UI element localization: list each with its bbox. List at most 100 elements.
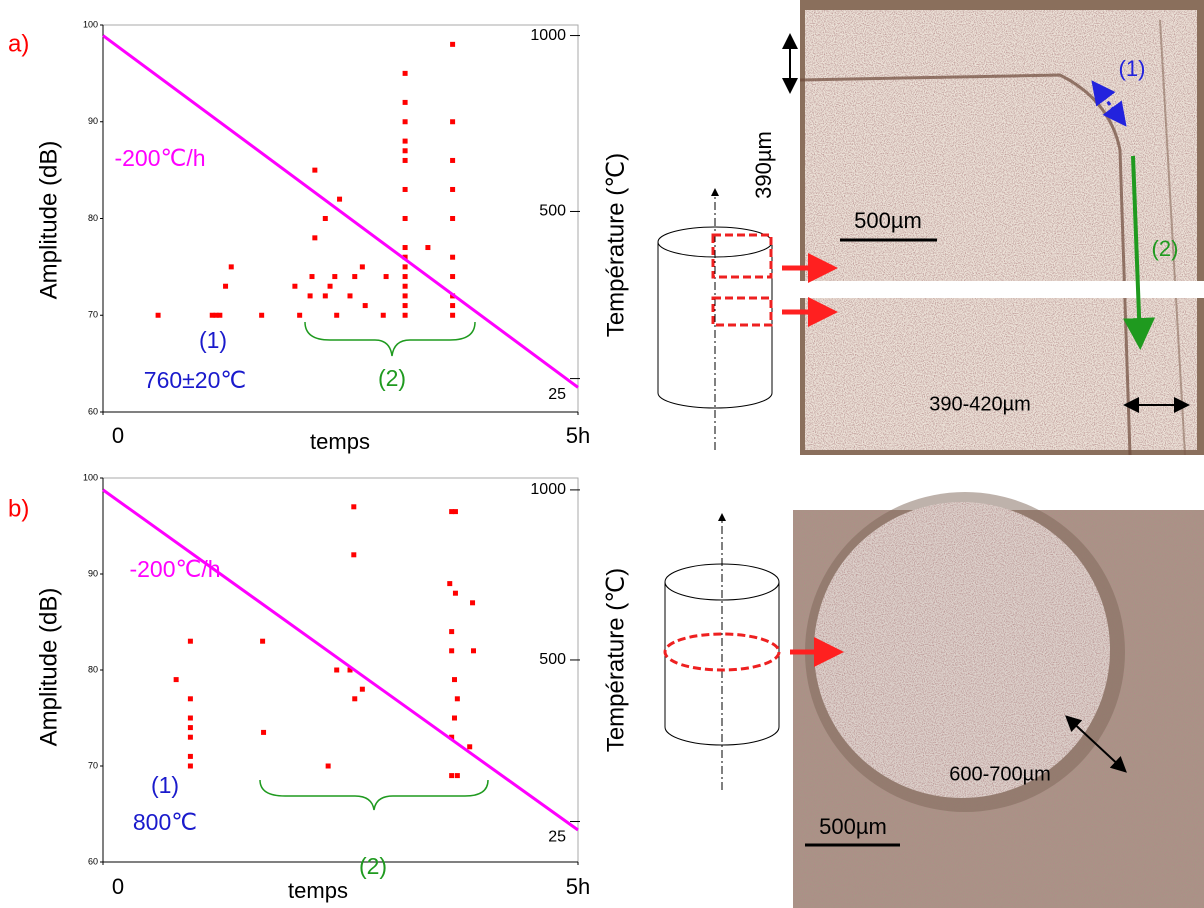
point [450,41,456,47]
image-label: 500µm [819,814,887,839]
y2-tick-label: 25 [548,829,566,846]
point [402,312,408,318]
point [402,283,408,289]
annotation: 800℃ [133,809,197,835]
point [402,138,408,144]
y2-tick-label: 1000 [530,481,566,498]
point [187,725,193,731]
y-tick-label: 70 [88,310,98,320]
x-tick-label: 0 [112,423,124,448]
point [471,648,476,654]
point [449,648,455,654]
point [187,696,193,702]
temperature-line [102,488,579,832]
y-tick-label: 70 [88,760,98,770]
point [402,99,408,105]
point [452,509,458,515]
point [450,274,456,280]
point [322,216,328,221]
point [359,686,365,692]
point [450,216,456,221]
micrograph-b [793,492,1204,908]
annotation: (1) [151,772,179,798]
point [454,696,460,702]
point [449,734,455,740]
point [292,283,298,289]
point [347,293,353,299]
point [209,312,215,318]
x-tick-label: 5h [566,423,590,448]
point [452,677,457,683]
point [362,303,368,309]
point [383,274,389,280]
point [334,312,340,318]
panel-label: b) [8,495,29,522]
point [449,509,455,515]
y-axis-label: Amplitude (dB) [35,588,62,747]
temperature-line [102,34,579,389]
point [402,245,408,251]
annotation: -200℃/h [114,145,205,171]
point [352,696,358,702]
point [402,264,408,270]
point [155,312,161,318]
point [402,293,408,299]
annotation: (2) [359,853,387,879]
point [223,283,229,289]
point [450,303,456,309]
annotation: (1) [199,327,227,353]
point [380,312,386,318]
y-tick-label: 60 [88,856,98,866]
y-axis-label: Amplitude (dB) [35,141,62,300]
point [261,729,267,735]
image-label: 500µm [854,208,922,233]
point [173,677,179,683]
y2-tick-label: 500 [539,203,566,220]
point [187,734,193,740]
cylinder-b [663,513,844,790]
point [450,157,456,163]
point [187,763,193,769]
point [447,581,453,587]
plot-frame [102,24,579,413]
brace [304,321,476,357]
point [187,753,193,759]
cylinder-a [657,188,838,450]
x-axis-label: temps [310,429,370,454]
point [402,274,408,280]
panel-label: a) [8,30,29,57]
image-label: 390µm [751,131,776,199]
y-tick-label: 90 [88,568,98,578]
point [449,773,455,779]
point [260,638,266,644]
y-tick-label: 60 [88,406,98,416]
point [452,590,458,596]
point [352,274,358,280]
point [325,763,331,769]
point [217,312,223,318]
point [402,216,408,221]
point [187,715,193,721]
annotation: 760±20℃ [144,367,246,393]
point [402,70,408,76]
x-tick-label: 5h [566,874,590,899]
point [312,167,318,173]
point [332,274,338,280]
point [307,293,313,299]
point [402,157,408,163]
y-tick-label: 80 [88,664,98,674]
image-label: 600-700µm [949,763,1051,785]
y2-tick-label: 500 [539,651,566,668]
point [309,274,315,280]
image-label: 390-420µm [929,393,1031,415]
point [402,119,408,125]
y-tick-label: 100 [83,19,98,29]
point [359,264,365,270]
y2-tick-label: 25 [548,386,566,403]
point [337,196,343,202]
y-tick-label: 100 [83,472,98,482]
y2-axis-label: Température (℃) [602,153,629,337]
point [297,312,303,318]
point [351,504,357,510]
